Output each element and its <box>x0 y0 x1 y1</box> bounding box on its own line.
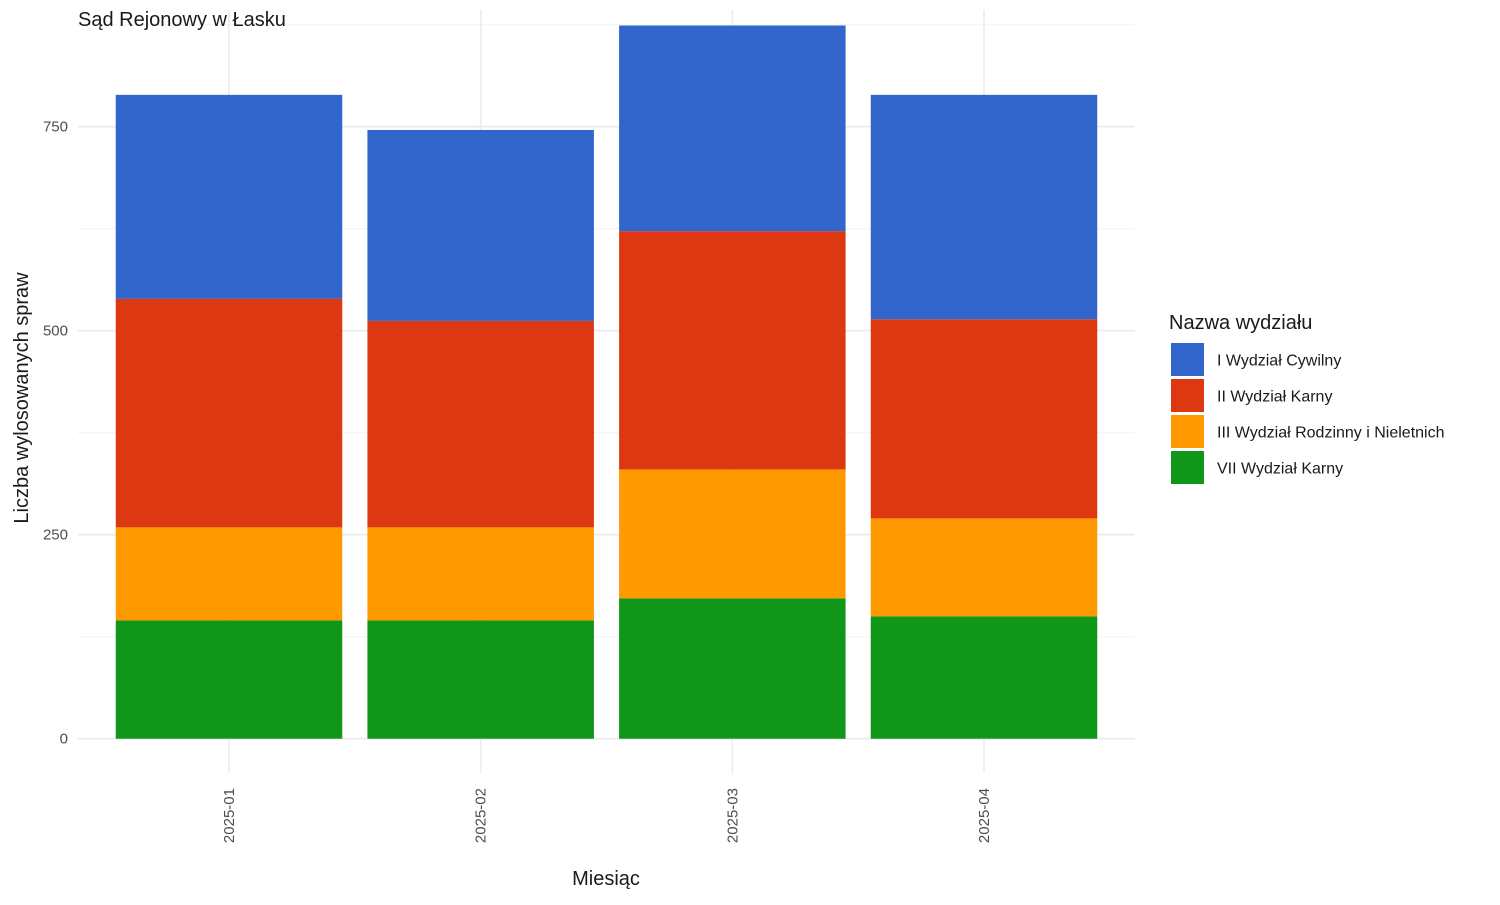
bar-segment <box>870 319 1098 519</box>
x-tick-label: 2025-03 <box>724 788 741 843</box>
y-tick-label: 0 <box>60 731 68 748</box>
x-tick-label: 2025-04 <box>976 788 993 843</box>
bar-segment <box>870 518 1098 617</box>
bar-segment <box>115 298 343 528</box>
bar-segment <box>367 320 594 528</box>
bar-segment <box>619 231 846 470</box>
bar-segment <box>870 616 1098 739</box>
legend-label: III Wydział Rodzinny i Nieletnich <box>1217 425 1445 442</box>
x-axis-title: Miesiąc <box>572 868 640 890</box>
bar-segment <box>619 598 846 739</box>
bar-segment <box>619 25 846 232</box>
y-tick-label: 250 <box>43 527 68 544</box>
bar-segment <box>619 469 846 599</box>
x-tick-label: 2025-01 <box>221 788 238 843</box>
legend-key <box>1171 451 1204 484</box>
legend-items: I Wydział Cywilny II Wydział Karny III Wyd… <box>1171 343 1445 484</box>
legend: Nazwa wydziału I Wydział Cywilny II Wydzi… <box>1169 312 1445 484</box>
bar-segment <box>870 94 1098 320</box>
bar-segment <box>115 527 343 621</box>
bar-segment <box>115 620 343 739</box>
bar-segment <box>115 94 343 299</box>
legend-key <box>1171 343 1204 376</box>
y-axis-title: Liczba wylosowanych spraw <box>11 272 33 524</box>
chart-title: Sąd Rejonowy w Łasku <box>78 9 286 31</box>
legend-label: II Wydział Karny <box>1217 389 1332 406</box>
y-tick-label: 750 <box>43 119 68 136</box>
bar-segment <box>367 527 594 621</box>
axis-layer: 0 250 500 750 2025-01 2025-02 2025-03 2025-04 <box>43 119 993 843</box>
y-tick-label: 500 <box>43 323 68 340</box>
legend-key <box>1171 379 1204 412</box>
bar-segment <box>367 620 594 739</box>
legend-key <box>1171 415 1204 448</box>
legend-label: VII Wydział Karny <box>1217 461 1343 478</box>
legend-label: I Wydział Cywilny <box>1217 353 1341 370</box>
legend-title: Nazwa wydziału <box>1169 312 1312 334</box>
bars-layer <box>115 25 1098 739</box>
x-tick-label: 2025-02 <box>473 788 490 843</box>
bar-segment <box>367 129 594 321</box>
